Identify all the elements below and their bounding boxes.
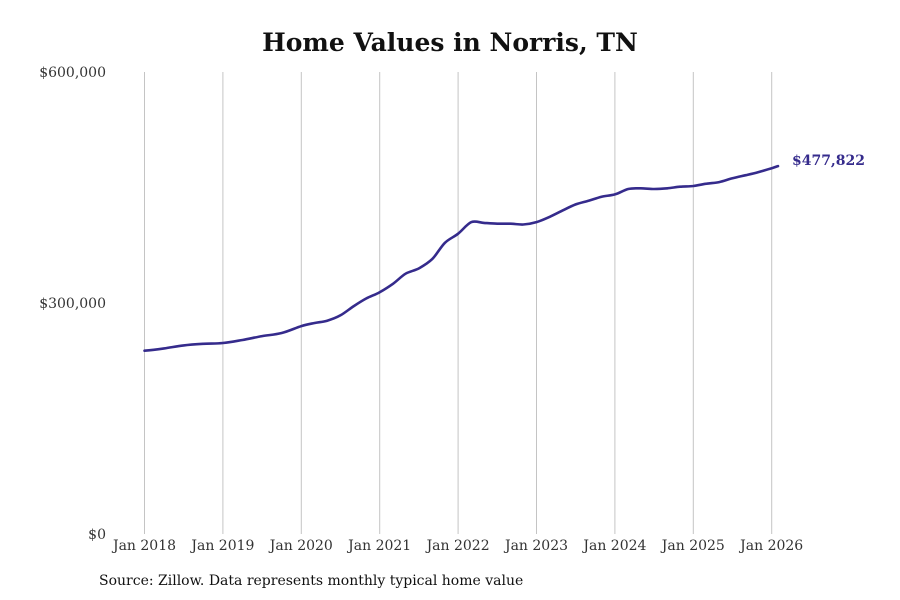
x-tick-label: Jan 2025 [660, 538, 725, 554]
y-tick-label: $300,000 [39, 296, 106, 312]
y-axis: $0 $300,000 $600,000 [39, 65, 106, 543]
y-tick-label: $600,000 [39, 65, 106, 81]
x-tick-label: Jan 2026 [738, 538, 803, 554]
x-tick-label: Jan 2024 [581, 538, 646, 554]
x-tick-label: Jan 2018 [111, 538, 176, 554]
end-value-label: $477,822 [792, 153, 865, 169]
x-tick-label: Jan 2022 [425, 538, 490, 554]
series-line [143, 164, 780, 352]
x-tick-label: Jan 2019 [189, 538, 254, 554]
x-tick-label: Jan 2021 [346, 538, 411, 554]
x-tick-label: Jan 2023 [503, 538, 568, 554]
series-layer: $477,822 [143, 153, 865, 352]
x-axis: Jan 2018 Jan 2019 Jan 2020 Jan 2021 Jan 2022… [111, 538, 803, 554]
grid-layer [144, 72, 773, 534]
chart-title: Home Values in Norris, TN [262, 28, 638, 57]
y-tick-label: $0 [88, 527, 106, 543]
x-tick-label: Jan 2020 [268, 538, 333, 554]
source-note: Source: Zillow. Data represents monthly … [99, 573, 524, 589]
